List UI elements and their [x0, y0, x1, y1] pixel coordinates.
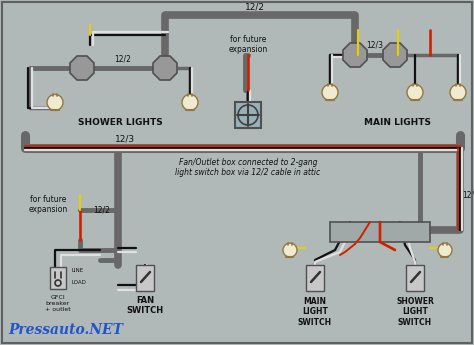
Polygon shape: [70, 56, 94, 80]
Circle shape: [182, 95, 198, 110]
Bar: [136, 265, 154, 291]
Text: 12/2: 12/2: [245, 3, 265, 12]
Bar: [406, 265, 424, 291]
Circle shape: [283, 243, 297, 257]
Text: Pressauto.NET: Pressauto.NET: [8, 323, 123, 337]
Bar: [330, 222, 430, 242]
Text: 12/3: 12/3: [462, 190, 474, 199]
Text: for future
expansion: for future expansion: [228, 35, 268, 55]
Text: for future
expansion: for future expansion: [28, 195, 68, 214]
Text: LOAD: LOAD: [72, 279, 87, 285]
Text: MAIN
LIGHT
SWITCH: MAIN LIGHT SWITCH: [298, 297, 332, 327]
Circle shape: [450, 85, 466, 100]
Bar: [235, 102, 261, 128]
Text: 12/2: 12/2: [115, 54, 131, 63]
Text: FAN
SWITCH: FAN SWITCH: [127, 296, 164, 315]
Polygon shape: [383, 43, 407, 67]
Bar: [306, 265, 324, 291]
Bar: [50, 267, 66, 289]
Text: LINE: LINE: [72, 267, 84, 273]
Text: GFCI
breaker
+ outlet: GFCI breaker + outlet: [45, 295, 71, 312]
Text: SHOWER LIGHTS: SHOWER LIGHTS: [78, 118, 163, 127]
Text: MAIN LIGHTS: MAIN LIGHTS: [365, 118, 431, 127]
Circle shape: [407, 85, 423, 100]
Circle shape: [438, 243, 452, 257]
Text: 12/3: 12/3: [366, 41, 383, 50]
Text: 12/3: 12/3: [115, 134, 135, 143]
Polygon shape: [153, 56, 177, 80]
Polygon shape: [343, 43, 367, 67]
Circle shape: [47, 95, 63, 110]
Text: Fan/Outlet box connected to 2-gang
light switch box via 12/2 cable in attic: Fan/Outlet box connected to 2-gang light…: [175, 158, 320, 177]
Text: 12/2: 12/2: [93, 206, 110, 215]
Text: SHOWER
LIGHT
SWITCH: SHOWER LIGHT SWITCH: [396, 297, 434, 327]
Circle shape: [322, 85, 338, 100]
